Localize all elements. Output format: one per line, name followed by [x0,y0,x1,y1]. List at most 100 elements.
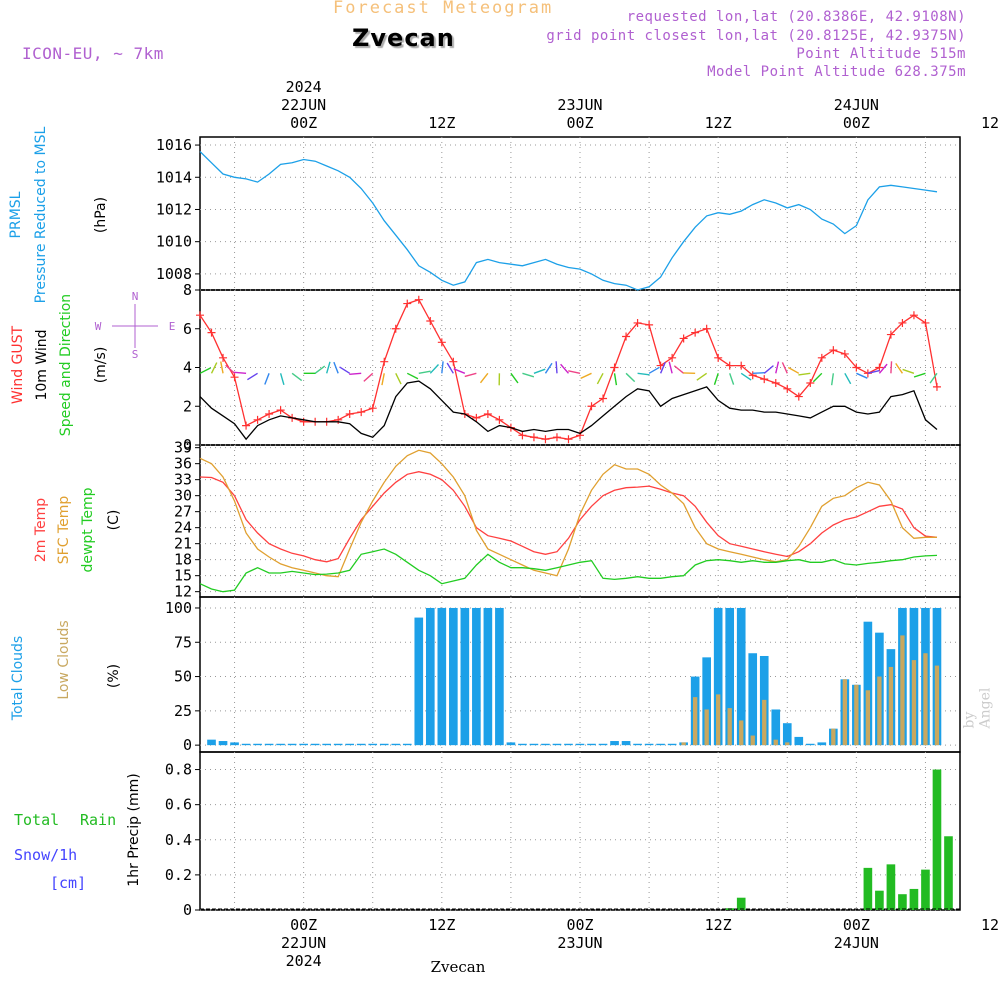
compass-s: S [132,348,139,361]
gust-point [714,353,723,362]
gust-point [622,332,631,341]
gust-point [196,311,204,320]
series-line-wind-gust [199,298,938,440]
y-tick-label: 15 [174,567,192,585]
y-tick-label: 6 [183,320,192,338]
location-title: Zvecan [352,24,455,52]
total-cloud-bar [564,743,573,746]
total-cloud-bar [552,743,562,746]
footer-location: Zvecan [431,958,486,976]
total-cloud-bar [414,617,424,746]
y-tick-label: 30 [174,487,192,505]
gust-point [265,410,274,418]
gust-point [737,361,746,370]
total-cloud-bar [460,607,470,746]
gust-point [679,334,688,343]
low-cloud-bar [923,653,928,746]
compass-w: W [95,320,102,333]
wind-direction-arrow [395,373,402,385]
ylabel-gust: Wind GUST [10,325,26,404]
low-cloud-bar [854,684,859,746]
wind-direction-arrow [830,373,835,386]
wind-direction-arrow [625,372,636,383]
wind-direction-arrow [781,362,788,374]
wind-direction-arrow [787,366,800,374]
total-cloud-bar [299,743,308,746]
bottom-time-label: 2024 [286,952,322,970]
series-line-prmsl [199,151,938,291]
total-cloud-bar [333,743,343,746]
total-cloud-bar [241,743,251,746]
total-cloud-bar [425,607,435,746]
total-cloud-bar [621,741,631,746]
total-cloud-bar [483,607,493,746]
y-tick-label: 50 [174,668,192,686]
gust-point [426,317,435,325]
gust-point [806,379,815,387]
wind-direction-arrow [381,373,385,386]
wind-direction-arrow [406,372,419,380]
precip-bar [944,836,953,910]
total-cloud-bar [805,743,815,746]
ylabel-2m: 2m Temp [33,498,49,562]
wind-direction-arrow [339,366,351,374]
y-tick-label: 27 [174,503,192,521]
low-cloud-bar [762,699,767,746]
y-tick-label: 21 [174,535,192,553]
low-cloud-bar [900,635,905,746]
wind-direction-arrow [199,367,212,374]
signature: by Angel [961,687,994,729]
wind-direction-arrow [349,372,362,376]
point-altitude: Point Altitude 515m [796,46,966,62]
y-tick-label: 1008 [156,265,192,283]
wind-direction-arrow [264,373,270,385]
bottom-time-label: 00Z [843,916,870,934]
wind-direction-arrow [225,364,236,374]
wind-direction-arrow [867,369,880,374]
y-tick-label: 2 [183,397,192,415]
ylabel-low-clouds: Low Clouds [56,620,72,699]
gust-point [817,353,826,362]
wind-direction-arrow [363,372,374,382]
gust-point [449,357,458,366]
gust-point [219,353,228,362]
legend-snow: Snow/1h [14,846,77,864]
wind-direction-arrow [878,363,888,374]
total-cloud-bar [656,743,665,746]
gust-point [380,357,389,366]
y-tick-label: 0.4 [165,831,192,849]
low-cloud-bar [831,728,836,746]
gust-point [599,394,608,403]
low-cloud-bar [911,660,917,746]
legend-rain: Rain [80,811,116,829]
total-cloud-bar [748,653,758,746]
y-tick-label: 25 [174,702,192,720]
gust-point [242,421,251,430]
total-cloud-bar [587,743,596,746]
y-tick-label: 0 [183,901,192,919]
ylabel-wind: 10m Wind [34,329,50,400]
wind-direction-arrow [429,364,439,374]
gust-point [840,349,849,358]
gust-point [829,346,838,355]
total-cloud-bar [345,743,355,746]
total-cloud-bar [207,739,216,746]
ylabel-precip: 1hr Precip (mm) [126,773,142,886]
wind-direction-arrow [441,361,444,374]
total-cloud-bar [276,743,285,746]
gust-point [495,415,504,424]
y-tick-label: 4 [183,359,192,377]
y-tick-label: 24 [174,519,192,537]
total-cloud-bar [264,743,274,746]
bottom-time-label: 00Z [566,916,593,934]
total-cloud-bar [506,742,516,746]
wind-direction-arrow [895,362,904,374]
y-tick-label: 18 [174,551,192,569]
gust-point [207,328,216,337]
total-cloud-bar [287,743,297,746]
total-cloud-bar [633,743,642,746]
gust-point [633,318,642,327]
y-tick-label: 0.6 [165,796,192,814]
ylabel-unit: (%) [106,664,122,688]
